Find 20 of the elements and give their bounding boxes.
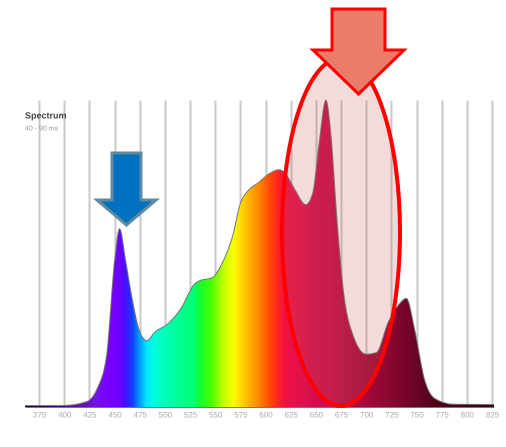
x-tick-label: 775 (435, 410, 450, 420)
x-tick-label: 650 (310, 410, 324, 420)
x-tick-label: 750 (410, 410, 424, 420)
x-tick-label: 425 (83, 410, 98, 420)
x-tick-label: 375 (32, 410, 47, 420)
x-tick-label: 800 (460, 410, 475, 420)
x-tick-label: 575 (234, 410, 248, 420)
x-tick-label: 600 (259, 410, 274, 420)
x-tick-label: 525 (184, 410, 198, 420)
x-tick-label: 625 (284, 410, 298, 420)
x-tick-label: 400 (58, 410, 72, 420)
x-tick-label: 700 (360, 410, 374, 420)
x-tick-label: 825 (486, 410, 500, 420)
x-tick-label: 725 (385, 410, 400, 420)
text: Spectrum (25, 110, 67, 120)
x-tick-label: 500 (158, 410, 173, 420)
x-tick-label: 675 (334, 410, 349, 420)
x-tick-label: 475 (134, 410, 148, 420)
x-tick-label: 450 (108, 410, 122, 420)
x-tick-label: 550 (209, 410, 223, 420)
